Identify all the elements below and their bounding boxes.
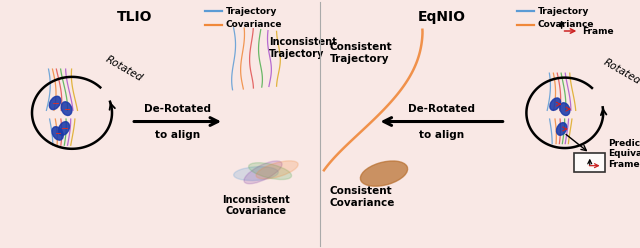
Text: Trajectory: Trajectory bbox=[226, 7, 277, 16]
Text: TLIO: TLIO bbox=[116, 10, 152, 24]
Text: Consistent
Trajectory: Consistent Trajectory bbox=[330, 42, 392, 64]
Text: Covariance: Covariance bbox=[226, 20, 282, 29]
Text: Rotated: Rotated bbox=[104, 55, 145, 84]
Ellipse shape bbox=[244, 161, 282, 184]
Text: to align: to align bbox=[155, 130, 200, 140]
Ellipse shape bbox=[557, 123, 566, 135]
Text: Predicted
Equivariant
Frame: Predicted Equivariant Frame bbox=[608, 139, 640, 169]
Text: EqNIO: EqNIO bbox=[418, 10, 466, 24]
Text: Inconsistent
Covariance: Inconsistent Covariance bbox=[222, 195, 290, 216]
Ellipse shape bbox=[360, 161, 408, 186]
FancyBboxPatch shape bbox=[574, 153, 605, 172]
Text: Covariance: Covariance bbox=[538, 20, 594, 29]
Ellipse shape bbox=[52, 127, 63, 140]
Ellipse shape bbox=[58, 122, 70, 135]
Ellipse shape bbox=[234, 167, 278, 181]
Ellipse shape bbox=[61, 102, 72, 116]
Ellipse shape bbox=[550, 98, 561, 110]
Ellipse shape bbox=[256, 161, 298, 179]
Text: De-Rotated: De-Rotated bbox=[408, 104, 475, 114]
Text: De-Rotated: De-Rotated bbox=[144, 104, 211, 114]
Ellipse shape bbox=[49, 96, 61, 110]
Ellipse shape bbox=[248, 163, 292, 180]
Text: to align: to align bbox=[419, 130, 464, 140]
Text: Trajectory: Trajectory bbox=[538, 7, 589, 16]
Text: Inconsistent
Trajectory: Inconsistent Trajectory bbox=[269, 37, 337, 59]
Text: Rotated: Rotated bbox=[602, 57, 640, 86]
Text: Consistent
Covariance: Consistent Covariance bbox=[330, 186, 395, 208]
Text: Frame: Frame bbox=[582, 27, 614, 35]
Ellipse shape bbox=[560, 103, 570, 116]
